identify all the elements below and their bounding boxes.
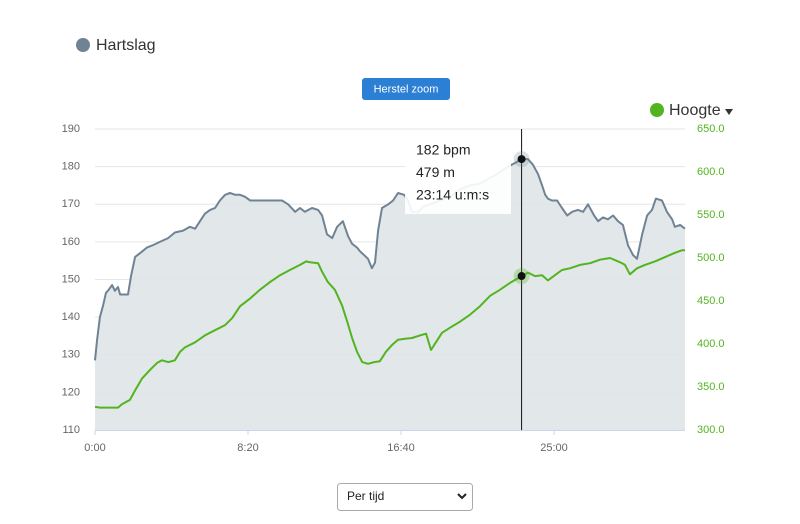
tooltip: 182 bpm 479 m 23:14 u:m:s	[405, 135, 511, 214]
legend-label: Hoogte	[669, 102, 721, 119]
hover-marker	[517, 272, 526, 281]
reset-zoom-button[interactable]: Herstel zoom	[362, 78, 450, 100]
y2-tick-label: 450.0	[697, 295, 725, 307]
y-tick-label: 120	[62, 386, 80, 398]
x-tick-label: 16:40	[387, 442, 415, 454]
legend-item[interactable]: Hartslag	[76, 37, 156, 54]
tooltip-line: 182 bpm	[416, 142, 470, 158]
legend-marker	[76, 38, 90, 52]
button-bg	[362, 78, 450, 100]
x-tick-label: 25:00	[540, 442, 568, 454]
button-label: Herstel zoom	[374, 83, 439, 95]
tooltip-line: 23:14 u:m:s	[416, 187, 489, 203]
hover-marker	[517, 155, 526, 164]
x-tick-label: 8:20	[237, 442, 258, 454]
legend-marker	[650, 103, 664, 117]
y-tick-label: 190	[62, 123, 80, 135]
y-tick-label: 180	[62, 161, 80, 173]
series-line	[94, 158, 686, 361]
x-tick-label: 0:00	[84, 442, 105, 454]
select-box	[337, 483, 473, 511]
y2-tick-label: 500.0	[697, 252, 725, 264]
legend-label: Hartslag	[96, 37, 156, 54]
series-area	[95, 159, 685, 430]
y-tick-label: 160	[62, 236, 80, 248]
series-line	[94, 249, 685, 409]
y-tick-label: 140	[62, 311, 80, 323]
plot-area: 110 120 130 140 150 160 170 180 190 300.0 350.0 400…	[62, 123, 725, 454]
y2-tick-label: 650.0	[697, 123, 725, 135]
y-tick-label: 150	[62, 273, 80, 285]
y2-tick-label: 550.0	[697, 209, 725, 221]
dropdown-arrow	[725, 109, 733, 115]
y2-tick-label: 300.0	[697, 424, 725, 436]
y-tick-label: 170	[62, 198, 80, 210]
tooltip-line: 479 m	[416, 164, 455, 180]
y-tick-label: 130	[62, 349, 80, 361]
select-chevron	[457, 493, 467, 500]
mode-select[interactable]: Per tijd	[337, 483, 473, 511]
legend-item[interactable]: Hoogte	[650, 102, 733, 119]
y-tick-label: 110	[62, 424, 80, 436]
select-label: Per tijd	[347, 489, 384, 503]
tooltip-box	[405, 135, 511, 214]
y2-tick-label: 600.0	[697, 166, 725, 178]
y2-tick-label: 350.0	[697, 381, 725, 393]
y2-tick-label: 400.0	[697, 338, 725, 350]
